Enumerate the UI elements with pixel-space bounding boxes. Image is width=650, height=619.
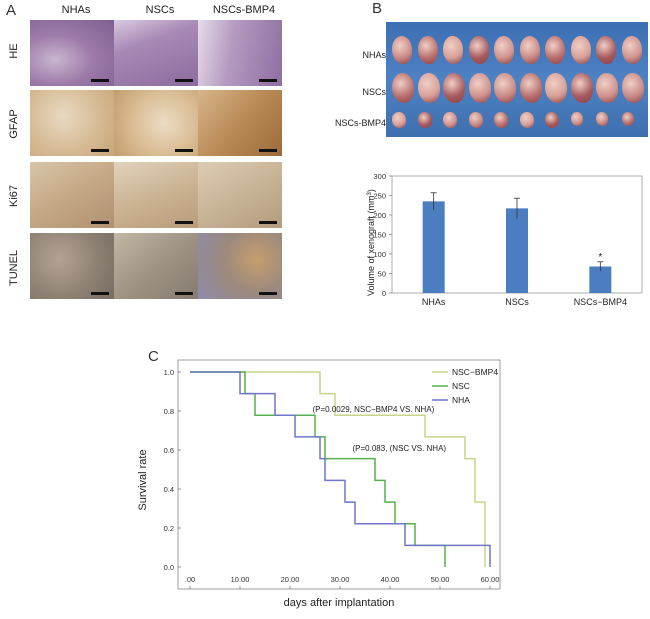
survival-curve-nsc-bmp4 xyxy=(190,371,486,567)
tumor-specimen xyxy=(519,112,534,128)
micrograph-tunel-nscs-bmp4 xyxy=(198,233,282,299)
tumor-specimen xyxy=(570,36,591,64)
survival-annotation-2: (P=0.083, (NSC VS. NHA) xyxy=(353,444,447,453)
tumor-specimen xyxy=(417,112,432,128)
panel-a-label: A xyxy=(6,2,17,19)
survival-xtick-label: 40.00 xyxy=(381,575,400,584)
tumor-specimen xyxy=(545,112,559,128)
tumor-specimen xyxy=(570,112,583,126)
panel-c-label: C xyxy=(148,348,159,365)
survival-chart: 0.0 0.2 0.4 0.6 0.8 1.0 .00 10.00 20.00 30.00 40.0… xyxy=(137,359,501,609)
tumor-specimen xyxy=(570,73,593,103)
tumor-specimen xyxy=(443,73,465,103)
survival-xtick-label: 20.00 xyxy=(281,575,300,584)
tumor-specimen xyxy=(443,112,457,128)
survival-xtick-label: 60.00 xyxy=(481,575,500,584)
tumor-specimen xyxy=(596,73,618,103)
tumor-specimen xyxy=(494,73,516,103)
bar-chart-ytick-label: 200 xyxy=(373,211,386,220)
tumor-specimen xyxy=(621,36,642,64)
tumor-specimen xyxy=(417,73,440,103)
col-header-nhas: NHAs xyxy=(61,4,91,16)
bar-3 xyxy=(589,266,612,293)
micrograph-tunel-nscs xyxy=(114,233,198,299)
survival-annotation-1: (P=0.0029, NSC−BMP4 VS. NHA) xyxy=(313,405,435,414)
bar-chart-ytick-label: 0 xyxy=(382,289,386,298)
panel-b-label: B xyxy=(372,0,383,17)
tumor-specimen xyxy=(468,112,483,128)
micrograph-gfap-nhas xyxy=(30,90,114,156)
tumor-specimen xyxy=(596,112,608,126)
tumor-specimen xyxy=(519,73,542,103)
micrograph-ki67-nhas xyxy=(30,162,114,228)
survival-ytick-label: 0.6 xyxy=(164,446,174,455)
bar-chart-ytick-label: 300 xyxy=(373,172,386,181)
bar-1 xyxy=(422,201,445,293)
row-header-gfap: GFAP xyxy=(8,109,20,139)
survival-xtick-label: 30.00 xyxy=(331,575,350,584)
survival-chart-ylabel: Survival rate xyxy=(137,449,149,510)
xenograft-photo xyxy=(386,22,648,137)
legend-label: NSC xyxy=(452,381,470,391)
bar-chart-category-label: NSCs xyxy=(505,297,529,307)
tumor-specimen xyxy=(596,36,616,64)
tumor-specimen xyxy=(519,36,540,64)
tumor-specimen xyxy=(392,36,412,64)
photo-row-label-nscs: NSCs xyxy=(362,87,386,97)
micrograph-gfap-nscs-bmp4 xyxy=(198,90,282,156)
survival-ytick-label: 1.0 xyxy=(164,368,174,377)
row-header-ki67: Ki67 xyxy=(8,184,20,208)
tumor-specimen xyxy=(392,112,406,128)
micrograph-he-nhas xyxy=(30,20,114,86)
micrograph-he-nscs xyxy=(114,20,198,86)
micrograph-ki67-nscs-bmp4 xyxy=(198,162,282,228)
bar-chart-ytick-label: 50 xyxy=(378,270,386,279)
xenograft-volume-chart: 0 50 100 150 200 250 300 * NHAs NSCs NSCs−BMP4 V… xyxy=(366,172,643,307)
col-header-nscs: NSCs xyxy=(145,4,175,16)
col-header-nscs-bmp4: NSCs-BMP4 xyxy=(212,4,276,16)
micrograph-gfap-nscs xyxy=(114,90,198,156)
micrograph-he-nscs-bmp4 xyxy=(198,20,282,86)
micrograph-ki67-nscs xyxy=(114,162,198,228)
survival-ytick-label: 0.0 xyxy=(164,563,174,572)
tumor-specimen xyxy=(468,36,489,64)
tumor-specimen xyxy=(545,73,567,103)
bar-chart-category-label: NSCs−BMP4 xyxy=(574,297,627,307)
tumor-specimen xyxy=(494,112,508,128)
tumor-specimen xyxy=(545,36,565,64)
bar-chart-ylabel: Volume of xenograft (mm3) xyxy=(366,189,376,296)
survival-ytick-label: 0.8 xyxy=(164,407,174,416)
legend-label: NHA xyxy=(452,395,470,405)
row-header-tunel: TUNEL xyxy=(8,249,20,287)
legend-label: NSC−BMP4 xyxy=(452,367,498,377)
tumor-specimen xyxy=(443,36,463,64)
row-header-he: HE xyxy=(8,43,20,59)
survival-xtick-label: .00 xyxy=(185,575,195,584)
micrograph-tunel-nhas xyxy=(30,233,114,299)
bar-chart-category-label: NHAs xyxy=(422,297,446,307)
tumor-specimen xyxy=(417,36,438,64)
bar-chart-ytick-label: 250 xyxy=(373,192,386,201)
survival-xtick-label: 10.00 xyxy=(231,575,250,584)
survival-curve-nha xyxy=(190,371,491,567)
survival-ytick-label: 0.4 xyxy=(164,485,174,494)
bar-chart-ytick-label: 150 xyxy=(373,231,386,240)
tumor-specimen xyxy=(494,36,514,64)
tumor-specimen xyxy=(468,73,491,103)
bar-chart-ytick-label: 100 xyxy=(373,250,386,259)
survival-chart-frame xyxy=(177,359,501,590)
tumor-specimen xyxy=(621,73,644,103)
tumor-specimen xyxy=(621,112,634,126)
bar-2 xyxy=(506,208,528,293)
photo-row-label-nhas: NHAs xyxy=(362,50,386,60)
photo-row-label-nscs-bmp4: NSCs-BMP4 xyxy=(334,118,386,128)
survival-xtick-label: 50.00 xyxy=(431,575,450,584)
survival-ytick-label: 0.2 xyxy=(164,524,174,533)
tumor-specimen xyxy=(392,73,414,103)
significance-asterisk: * xyxy=(598,252,602,263)
survival-chart-xlabel: days after implantation xyxy=(284,597,395,609)
